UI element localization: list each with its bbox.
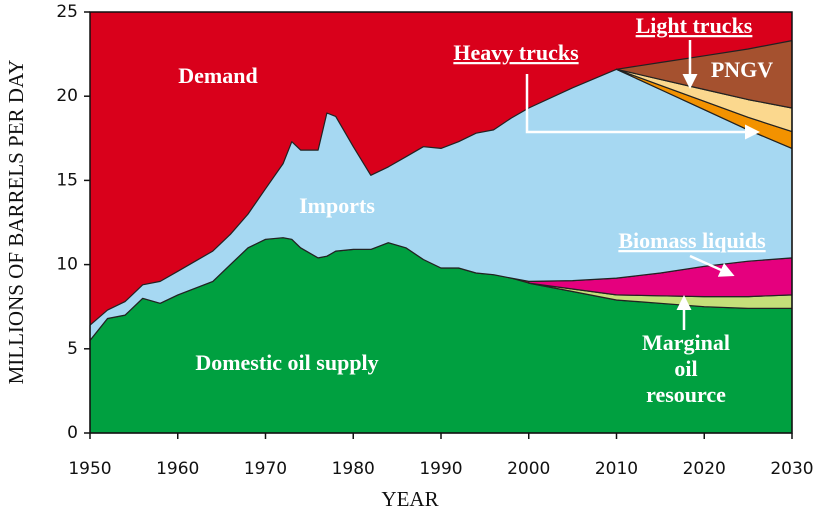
y-tick-label: 15 bbox=[56, 170, 78, 190]
y-tick-label: 10 bbox=[56, 255, 78, 275]
y-tick-label: 20 bbox=[56, 86, 78, 106]
x-tick-label: 2020 bbox=[683, 459, 726, 479]
y-axis-title: MILLIONS OF BARRELS PER DAY bbox=[4, 60, 28, 385]
x-tick-label: 1990 bbox=[419, 459, 462, 479]
arrows bbox=[525, 40, 760, 330]
series-label: Heavy trucks bbox=[453, 40, 579, 65]
y-tick-label: 0 bbox=[67, 423, 78, 443]
x-axis-title: YEAR bbox=[381, 487, 438, 511]
x-tick-label: 2030 bbox=[770, 459, 813, 479]
x-tick-label: 1980 bbox=[332, 459, 375, 479]
series-label: PNGV bbox=[711, 57, 773, 82]
demand-label: Demand bbox=[178, 63, 257, 88]
series-label: Biomass liquids bbox=[618, 228, 766, 253]
x-tick-label: 1970 bbox=[244, 459, 287, 479]
series-label: Domestic oil supply bbox=[195, 350, 378, 375]
arrow bbox=[525, 74, 760, 140]
x-tick-label: 1950 bbox=[68, 459, 111, 479]
x-tick-label: 1960 bbox=[156, 459, 199, 479]
arrow bbox=[689, 254, 735, 277]
y-tick-label: 5 bbox=[67, 339, 78, 359]
x-tick-label: 2000 bbox=[507, 459, 550, 479]
series-label: Marginal oil resource bbox=[642, 330, 730, 407]
x-tick-label: 2010 bbox=[595, 459, 638, 479]
y-tick-label: 25 bbox=[56, 2, 78, 22]
series-label: Imports bbox=[299, 193, 375, 218]
series-label: Light trucks bbox=[636, 13, 753, 38]
